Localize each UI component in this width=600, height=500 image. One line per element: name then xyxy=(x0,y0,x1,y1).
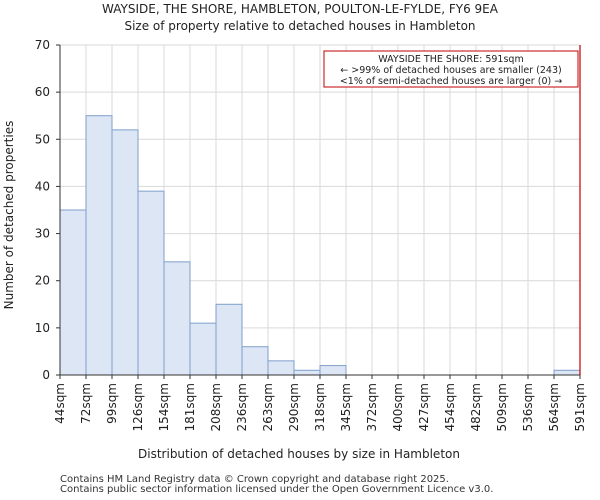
x-axis-label: Distribution of detached houses by size … xyxy=(138,447,460,461)
y-tick-label-10: 10 xyxy=(35,321,50,335)
bar-290sqm xyxy=(293,369,321,376)
annotation-line-2: ← >99% of detached houses are smaller (2… xyxy=(340,65,561,76)
x-tick-label-536sqm: 536sqm xyxy=(521,383,535,431)
x-tick-label-345sqm: 345sqm xyxy=(339,383,353,431)
x-tick-label-154sqm: 154sqm xyxy=(157,383,171,431)
bar-208sqm xyxy=(215,303,243,376)
annotation-line-1: WAYSIDE THE SHORE: 591sqm xyxy=(378,54,523,65)
y-tick-label-50: 50 xyxy=(35,132,50,146)
bar-564sqm xyxy=(553,369,581,376)
bar-99sqm xyxy=(111,129,139,376)
x-tick-label-454sqm: 454sqm xyxy=(443,383,457,431)
annotation-line-3: <1% of semi-detached houses are larger (… xyxy=(340,76,562,87)
annotation-box: WAYSIDE THE SHORE: 591sqm ← >99% of deta… xyxy=(323,50,579,88)
bars xyxy=(59,115,581,376)
y-tick-label-30: 30 xyxy=(35,227,50,241)
x-tick-label-318sqm: 318sqm xyxy=(313,383,327,431)
x-tick-label-372sqm: 372sqm xyxy=(365,383,379,431)
y-tick-label-60: 60 xyxy=(35,85,50,99)
bar-44sqm xyxy=(59,209,87,376)
chart-subtitle: Size of property relative to detached ho… xyxy=(124,19,476,33)
bar-263sqm xyxy=(267,360,295,376)
bar-154sqm xyxy=(163,261,191,376)
bar-236sqm xyxy=(241,346,269,376)
x-tick-label-509sqm: 509sqm xyxy=(495,383,509,431)
y-tick-label-0: 0 xyxy=(42,368,50,382)
x-tick-label-427sqm: 427sqm xyxy=(417,383,431,431)
footer-line-1: Contains HM Land Registry data © Crown c… xyxy=(60,474,449,485)
x-tick-label-208sqm: 208sqm xyxy=(209,383,223,431)
tick-labels: 0 10 20 30 40 50 60 70 44sqm 72sqm 99sqm 126sqm 154s… xyxy=(35,38,587,431)
y-axis-label: Number of detached properties xyxy=(2,121,16,310)
y-tick-label-20: 20 xyxy=(35,274,50,288)
annotation-border xyxy=(323,50,579,88)
bar-318sqm xyxy=(319,365,347,376)
chart-title: WAYSIDE, THE SHORE, HAMBLETON, POULTON-L… xyxy=(102,2,498,16)
x-tick-label-99sqm: 99sqm xyxy=(105,383,119,424)
x-tick-label-44sqm: 44sqm xyxy=(53,383,67,424)
y-tick-label-40: 40 xyxy=(35,179,50,193)
x-tick-label-290sqm: 290sqm xyxy=(287,383,301,431)
x-tick-label-181sqm: 181sqm xyxy=(183,383,197,431)
x-tick-label-263sqm: 263sqm xyxy=(261,383,275,431)
footer-line-2: Contains public sector information licen… xyxy=(60,484,494,495)
x-tick-label-591sqm: 591sqm xyxy=(573,383,587,431)
x-tick-label-72sqm: 72sqm xyxy=(79,383,93,424)
x-tick-label-236sqm: 236sqm xyxy=(235,383,249,431)
bar-72sqm xyxy=(85,115,113,376)
y-tick-label-70: 70 xyxy=(35,38,50,52)
x-tick-label-126sqm: 126sqm xyxy=(131,383,145,431)
x-tick-label-400sqm: 400sqm xyxy=(391,383,405,431)
bar-126sqm xyxy=(137,190,165,376)
x-tick-label-564sqm: 564sqm xyxy=(547,383,561,431)
x-tick-label-482sqm: 482sqm xyxy=(469,383,483,431)
bar-181sqm xyxy=(189,322,217,376)
